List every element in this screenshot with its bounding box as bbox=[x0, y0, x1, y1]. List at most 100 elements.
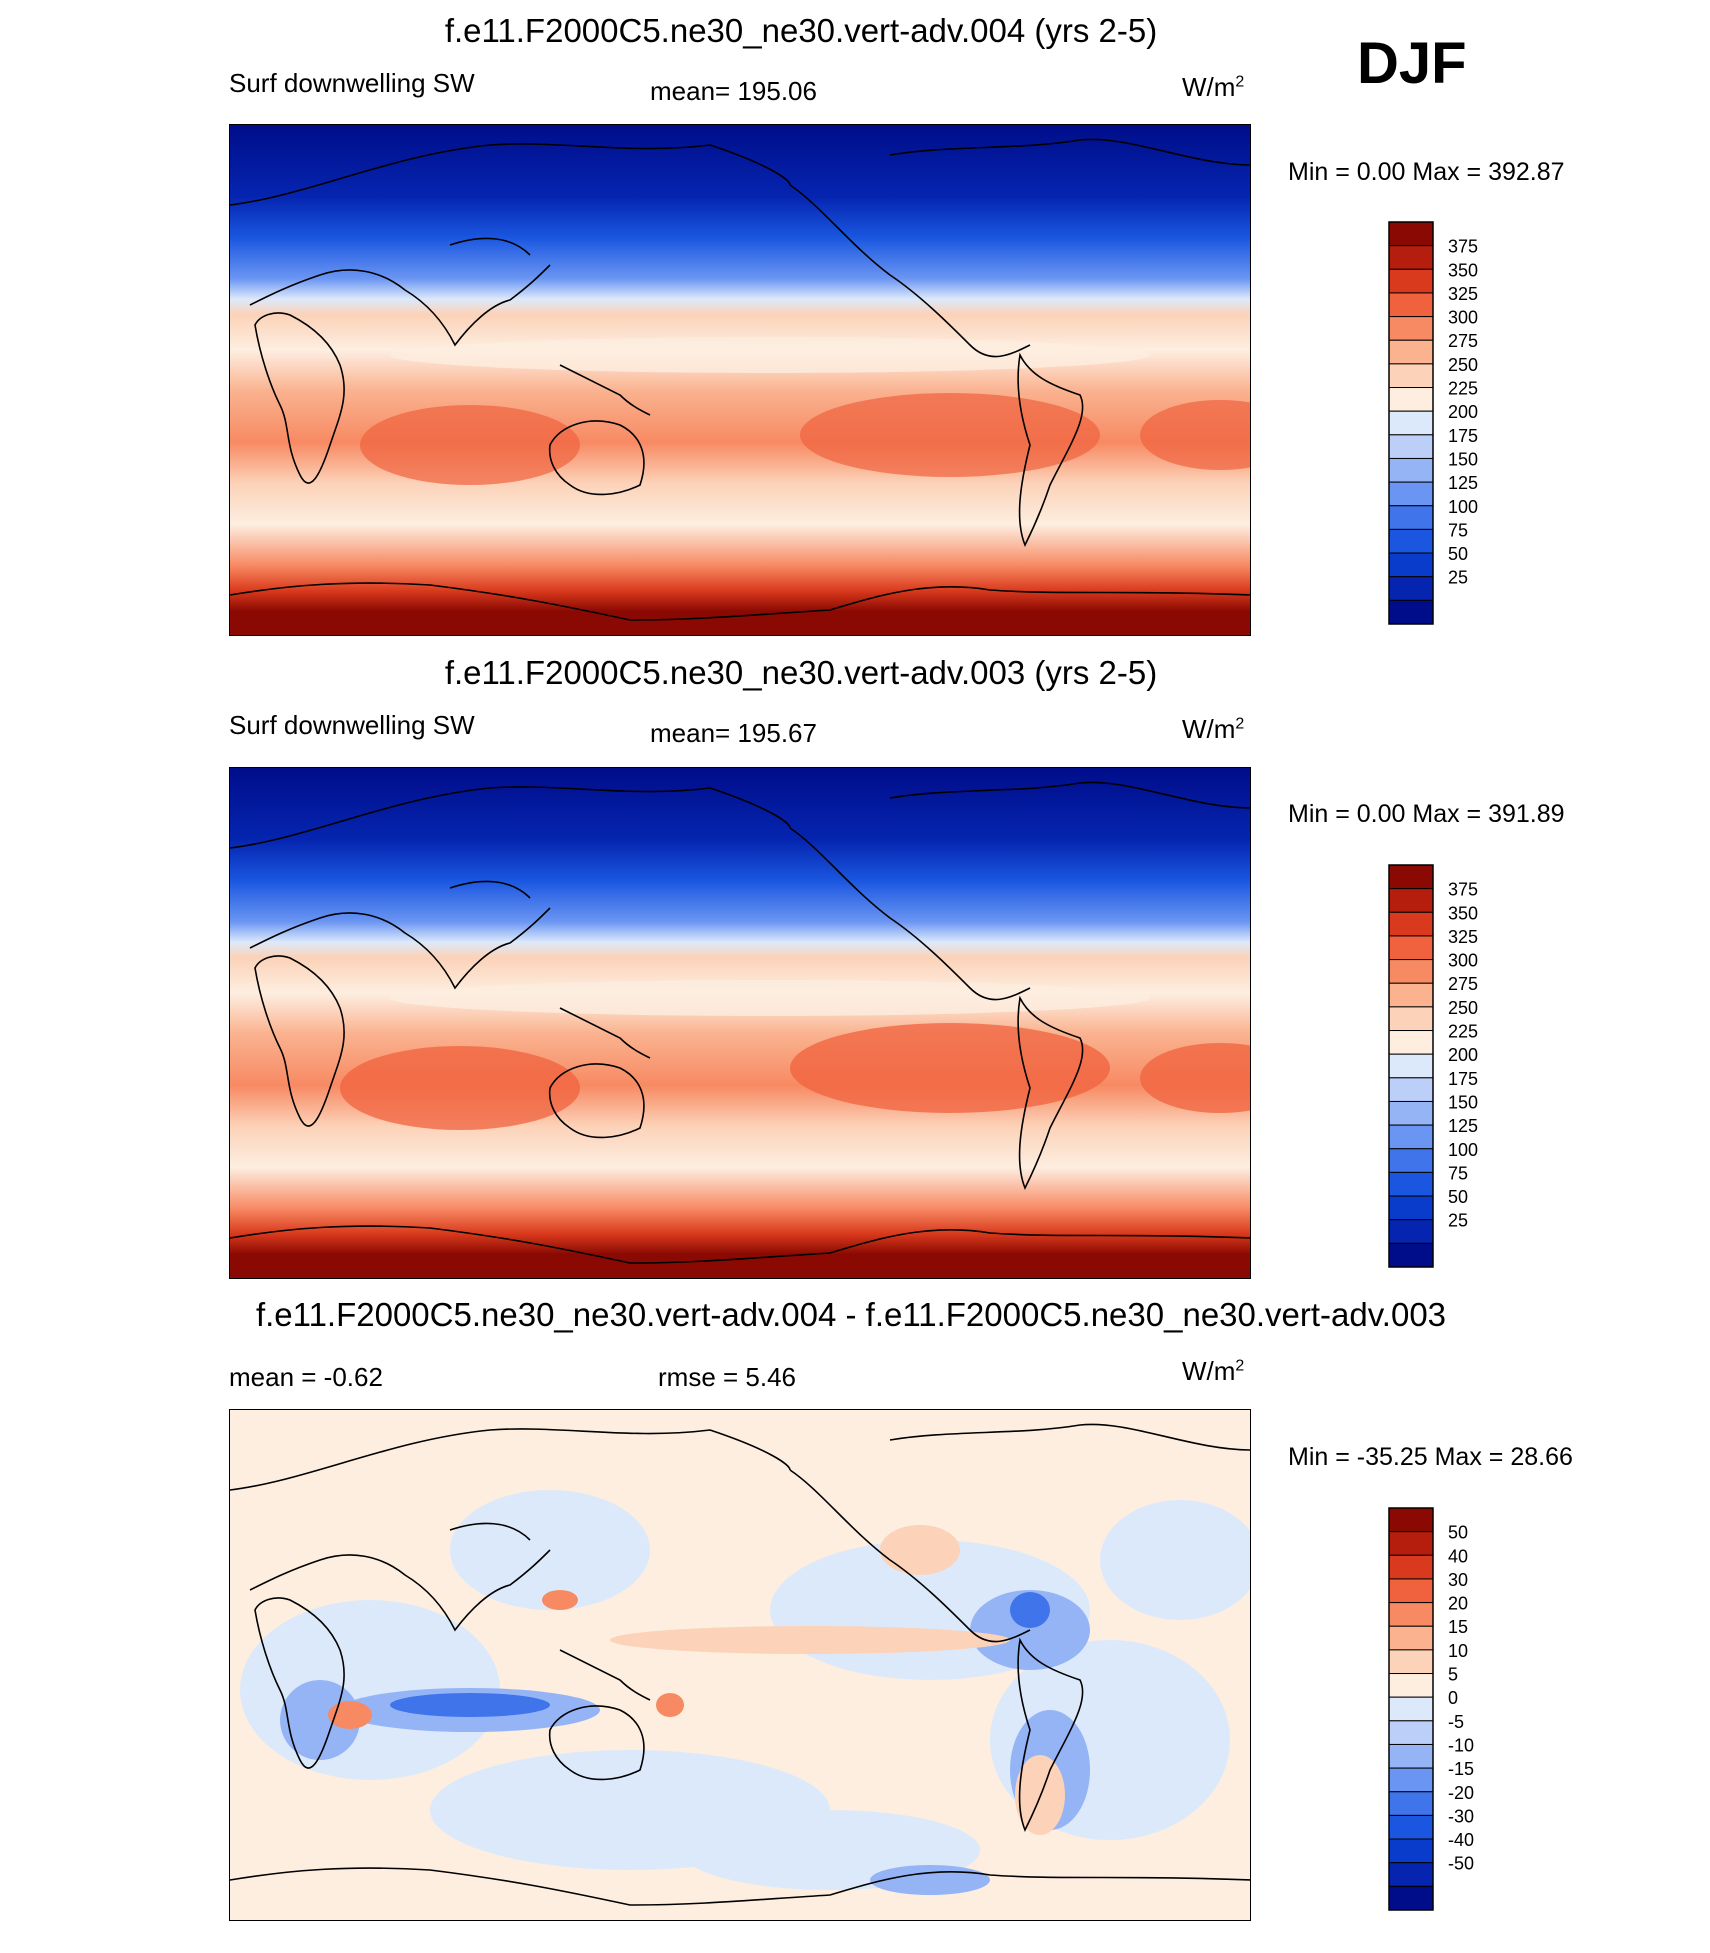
colorbar-tick-label: 275 bbox=[1448, 974, 1478, 994]
colorbar-segment bbox=[1388, 1673, 1434, 1698]
colorbar-segment bbox=[1388, 1602, 1434, 1627]
colorbar-segment bbox=[1388, 888, 1434, 913]
panel-3-strong-negative bbox=[390, 1592, 1050, 1717]
colorbar-segment bbox=[1388, 1791, 1434, 1816]
colorbar-outline bbox=[1388, 864, 1434, 1268]
colorbar-segment bbox=[1388, 599, 1434, 625]
colorbar-tick-label: 150 bbox=[1448, 449, 1478, 469]
panel-1-coastlines bbox=[230, 138, 1250, 621]
colorbar-segment bbox=[1388, 505, 1434, 530]
colorbar-tick-label: 350 bbox=[1448, 903, 1478, 923]
colorbar-tick-label: 300 bbox=[1448, 951, 1478, 971]
colorbar-segment bbox=[1388, 911, 1434, 937]
colorbar-tick-label: 375 bbox=[1448, 237, 1478, 257]
colorbar-segment bbox=[1388, 457, 1434, 483]
panel-2-max-sep bbox=[790, 1023, 1110, 1113]
colorbar-tick-label: 300 bbox=[1448, 308, 1478, 328]
colorbar-segment bbox=[1388, 1625, 1434, 1651]
colorbar-segment bbox=[1388, 1507, 1434, 1533]
colorbar-segment bbox=[1388, 363, 1434, 389]
colorbar-segment bbox=[1388, 221, 1434, 247]
colorbar-segment bbox=[1388, 1219, 1434, 1244]
panel-2-mean-label: mean= 195.67 bbox=[650, 718, 817, 748]
colorbar-tick-label: -5 bbox=[1448, 1712, 1464, 1732]
colorbar-tick-label: -40 bbox=[1448, 1830, 1474, 1850]
colorbar-tick-label: 150 bbox=[1448, 1092, 1478, 1112]
colorbar-tick-label: -20 bbox=[1448, 1783, 1474, 1803]
colorbar-segment bbox=[1388, 1720, 1434, 1745]
colorbar-segment bbox=[1388, 864, 1434, 890]
colorbar-tick-label: 375 bbox=[1448, 880, 1478, 900]
colorbar-segment bbox=[1388, 1554, 1434, 1580]
panel-3-coastlines bbox=[230, 1423, 1250, 1906]
panel-3-title: f.e11.F2000C5.ne30_ne30.vert-adv.004 - f… bbox=[255, 1296, 1447, 1333]
colorbar-tick-label: 325 bbox=[1448, 284, 1478, 304]
colorbar-tick-label: 30 bbox=[1448, 1570, 1468, 1590]
colorbar-tick-label: 5 bbox=[1448, 1665, 1458, 1685]
colorbar-tick-label: -50 bbox=[1448, 1854, 1474, 1874]
colorbar-tick-label: -15 bbox=[1448, 1759, 1474, 1779]
colorbar-tick-label: 100 bbox=[1448, 497, 1478, 517]
colorbar-tick-label: 175 bbox=[1448, 1069, 1478, 1089]
colorbar-tick-label: 125 bbox=[1448, 1116, 1478, 1136]
colorbar-segment bbox=[1388, 576, 1434, 601]
panel-1-max-sat bbox=[1140, 400, 1250, 470]
colorbar-segment bbox=[1388, 434, 1434, 459]
panel-2-map bbox=[229, 767, 1251, 1279]
colorbar-segment bbox=[1388, 1171, 1434, 1197]
panel-1-colorbar: 375 350 325 300 275 250 225 200 175 150 125 100 75 50… bbox=[1388, 221, 1549, 628]
panel-2-units-label: W/m2 bbox=[1182, 714, 1245, 744]
colorbar-segment bbox=[1388, 982, 1434, 1008]
panel-2-itcz bbox=[390, 980, 1150, 1016]
colorbar-outline bbox=[1388, 221, 1434, 625]
colorbar-segment bbox=[1388, 959, 1434, 984]
colorbar-tick-label: 0 bbox=[1448, 1688, 1458, 1708]
colorbar-segment bbox=[1388, 935, 1434, 961]
colorbar-tick-label: 325 bbox=[1448, 927, 1478, 947]
colorbar-segment bbox=[1388, 1885, 1434, 1911]
panel-2-max-sio bbox=[340, 1046, 580, 1130]
colorbar-tick-label: 200 bbox=[1448, 1045, 1478, 1065]
colorbar-segment bbox=[1388, 481, 1434, 507]
panel-2-field bbox=[230, 768, 1250, 1278]
colorbar-segment bbox=[1388, 1053, 1434, 1079]
panel-3-positive-areas bbox=[328, 1590, 684, 1729]
colorbar-tick-label: 125 bbox=[1448, 473, 1478, 493]
colorbar-tick-label: 20 bbox=[1448, 1594, 1468, 1614]
colorbar-tick-label: 15 bbox=[1448, 1617, 1468, 1637]
panel-2-variable-label: Surf downwelling SW bbox=[229, 710, 475, 740]
colorbar-tick-label: 100 bbox=[1448, 1140, 1478, 1160]
colorbar-tick-label: 50 bbox=[1448, 1523, 1468, 1543]
season-label: DJF bbox=[1357, 31, 1467, 96]
colorbar-segment bbox=[1388, 552, 1434, 578]
colorbar-segment bbox=[1388, 1814, 1434, 1840]
colorbar-tick-label: -30 bbox=[1448, 1806, 1474, 1826]
colorbar-segment bbox=[1388, 1077, 1434, 1102]
colorbar-segment bbox=[1388, 268, 1434, 294]
colorbar-tick-label: -10 bbox=[1448, 1735, 1474, 1755]
colorbar-segment bbox=[1388, 1743, 1434, 1769]
panel-2-max-sat bbox=[1140, 1043, 1250, 1113]
colorbar-segment bbox=[1388, 292, 1434, 318]
colorbar-tick-label: 275 bbox=[1448, 331, 1478, 351]
colorbar-tick-label: 250 bbox=[1448, 355, 1478, 375]
colorbar-segment bbox=[1388, 410, 1434, 436]
colorbar-segment bbox=[1388, 1578, 1434, 1604]
colorbar-segment bbox=[1388, 316, 1434, 341]
colorbar-tick-label: 75 bbox=[1448, 1163, 1468, 1183]
colorbar-segment bbox=[1388, 1195, 1434, 1221]
panel-1-max-sep bbox=[800, 393, 1100, 477]
panel-3-mean-label: mean = -0.62 bbox=[229, 1362, 383, 1392]
colorbar-segment bbox=[1388, 1696, 1434, 1722]
colorbar-segment bbox=[1388, 1862, 1434, 1887]
colorbar-tick-label: 50 bbox=[1448, 1187, 1468, 1207]
colorbar-segment bbox=[1388, 245, 1434, 270]
panel-1-itcz bbox=[390, 337, 1150, 373]
colorbar-tick-label: 40 bbox=[1448, 1546, 1468, 1566]
colorbar-segment bbox=[1388, 528, 1434, 554]
panel-3-minmax: Min = -35.25 Max = 28.66 bbox=[1288, 1443, 1573, 1471]
panel-1-max-sio bbox=[360, 405, 580, 485]
colorbar-segment bbox=[1388, 387, 1434, 412]
panel-1-field bbox=[230, 125, 1250, 635]
colorbar-tick-label: 225 bbox=[1448, 379, 1478, 399]
